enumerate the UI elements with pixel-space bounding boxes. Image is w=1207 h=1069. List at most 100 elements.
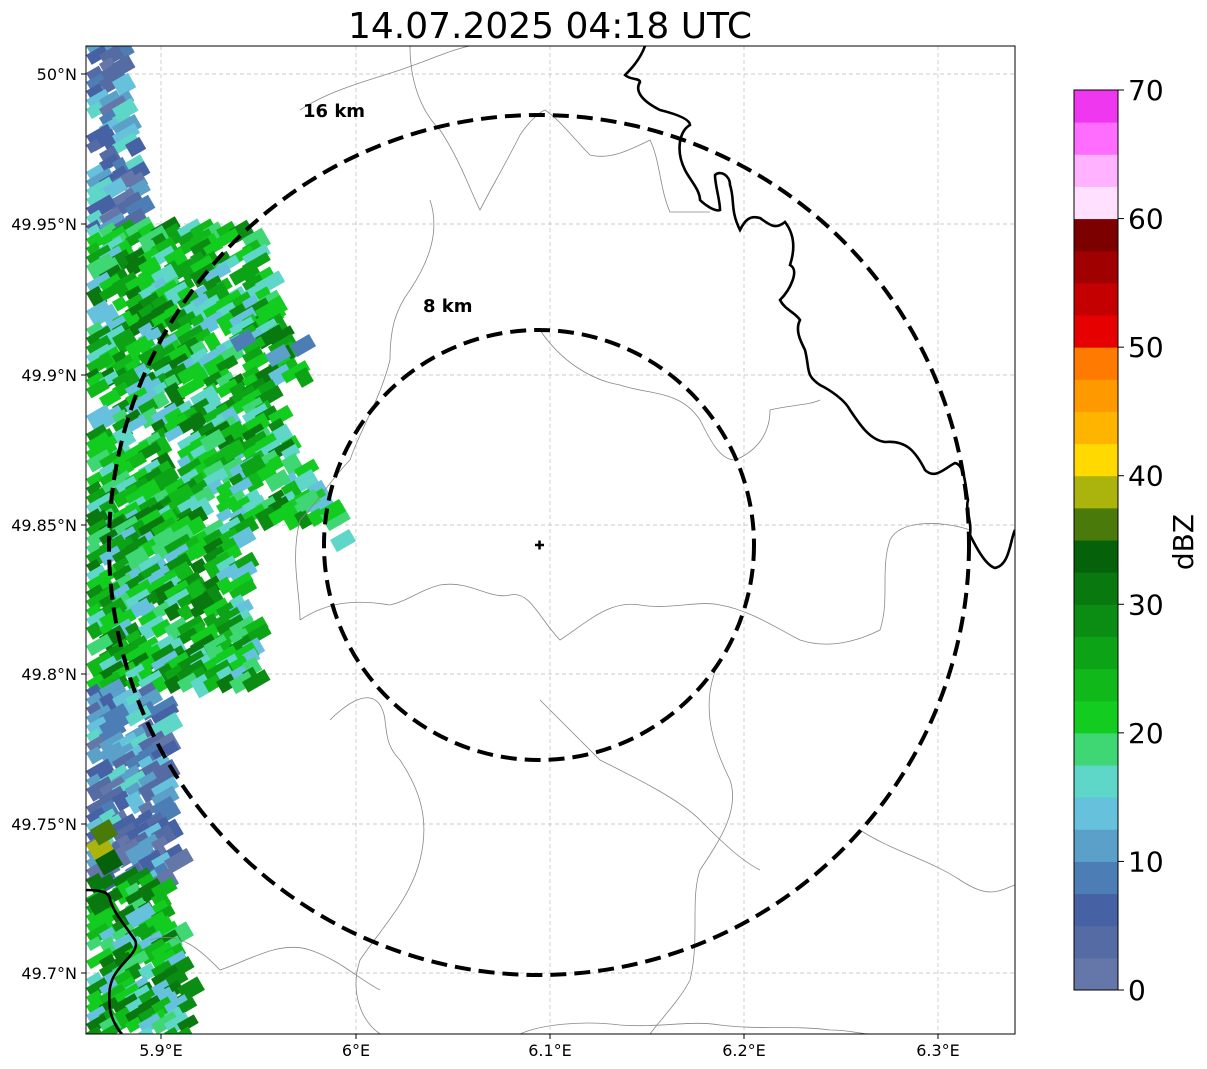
echo-cell [164, 533, 193, 556]
echo-cell [138, 441, 162, 461]
echo-cell [138, 398, 159, 417]
echo-cell [86, 46, 109, 65]
echo-cell [215, 354, 239, 374]
echo-cell [138, 962, 158, 982]
echo-cell [215, 563, 241, 583]
echo-cell [86, 471, 105, 488]
echo-cell [125, 414, 148, 434]
echo-cell [203, 371, 225, 390]
echo-cell [86, 1013, 110, 1034]
colorbar-ticks: 0 10 20 30 40 50 60 70 [1118, 74, 1164, 1007]
echo-cell [281, 508, 301, 531]
echo-cell [125, 231, 144, 248]
echo-cell [268, 325, 295, 347]
colorbar-segment [1074, 122, 1118, 155]
echo-cell [124, 704, 152, 727]
echo-cell [242, 351, 270, 374]
echo-cell [177, 593, 195, 609]
echo-cell [137, 610, 158, 628]
echo-cell [90, 819, 119, 846]
echo-cell [330, 529, 357, 553]
echo-cell [124, 645, 148, 666]
echo-cell [86, 371, 106, 389]
colorbar-tick-label: 10 [1128, 845, 1164, 878]
colorbar-segment [1074, 957, 1118, 991]
colorbar-tick-label: 40 [1128, 460, 1164, 493]
x-tick-label: 6.2°E [722, 1041, 766, 1060]
echo-cell [86, 633, 114, 657]
echo-cell [268, 501, 298, 526]
echo-cell [290, 334, 317, 358]
x-tick-label: 6.1°E [528, 1041, 572, 1060]
echo-cell [99, 283, 121, 302]
echo-cell [125, 136, 147, 158]
echo-cell [138, 1026, 156, 1034]
echo-cell [177, 430, 203, 452]
national-borders [86, 46, 1015, 1034]
echo-cell [229, 655, 250, 674]
echo-cell [151, 354, 175, 375]
echo-cell [98, 926, 118, 945]
y-axis-ticks: 50°N 49.95°N 49.9°N 49.85°N 49.8°N 49.75°N 49.… [11, 65, 86, 983]
echo-cell [86, 138, 102, 154]
border-line-bottom [519, 1022, 871, 1034]
colorbar-segment [1074, 186, 1118, 220]
x-tick-label: 5.9°E [139, 1041, 183, 1060]
echo-cell [202, 294, 222, 312]
echo-cell [293, 469, 319, 492]
y-tick-label: 50°N [37, 65, 77, 84]
echo-cell [202, 652, 230, 674]
echo-cell [240, 454, 267, 478]
echo-cell [112, 941, 136, 962]
echo-cell [293, 367, 314, 388]
echo-cell [86, 584, 105, 600]
colorbar-segment [1074, 636, 1118, 670]
echo-cell [86, 977, 111, 999]
echo-cell [242, 294, 261, 312]
echo-cell [99, 873, 116, 890]
echo-cell [215, 576, 235, 596]
admin-borders [149, 46, 1015, 1034]
echo-cell [86, 525, 114, 548]
national-border-southwest [86, 888, 138, 1034]
echo-cell [229, 306, 258, 329]
colorbar-label: dBZ [1167, 514, 1200, 570]
echo-cell [229, 615, 257, 639]
echo-cell [164, 674, 184, 694]
y-tick-label: 49.9°N [21, 366, 77, 385]
echo-cell [86, 509, 110, 529]
echo-cell [230, 329, 257, 353]
border-line-north [299, 46, 471, 111]
echo-cell [190, 597, 217, 619]
echo-cell [86, 352, 114, 376]
echo-cell [86, 73, 107, 91]
x-axis-ticks: 5.9°E 6°E 6.1°E 6.2°E 6.3°E [139, 1034, 960, 1060]
echo-cell [163, 818, 184, 841]
colorbar-tick-label: 70 [1128, 74, 1164, 107]
echo-cell [111, 72, 137, 97]
border-line-west [295, 199, 435, 621]
echo-cell [228, 627, 251, 647]
echo-cell [150, 1011, 180, 1034]
echo-cell [229, 670, 256, 695]
echo-cell [219, 439, 247, 463]
echo-cell [112, 557, 132, 576]
border-line-mid-south [539, 699, 761, 871]
echo-cell [242, 403, 271, 427]
echo-cell [164, 588, 192, 611]
echo-cell [98, 206, 123, 226]
echo-cell [151, 776, 180, 800]
echo-cell [151, 466, 181, 493]
range-rings [107, 113, 971, 977]
echo-cell [112, 957, 138, 978]
echo-cell [138, 872, 155, 888]
echo-cell [86, 936, 103, 951]
echo-cell [86, 911, 114, 934]
echo-cell [268, 363, 294, 387]
colorbar-segment [1074, 797, 1118, 830]
echo-cell [125, 997, 145, 1017]
echo-cell [98, 545, 123, 567]
echo-cell [202, 261, 232, 285]
national-border-east [623, 46, 1015, 570]
